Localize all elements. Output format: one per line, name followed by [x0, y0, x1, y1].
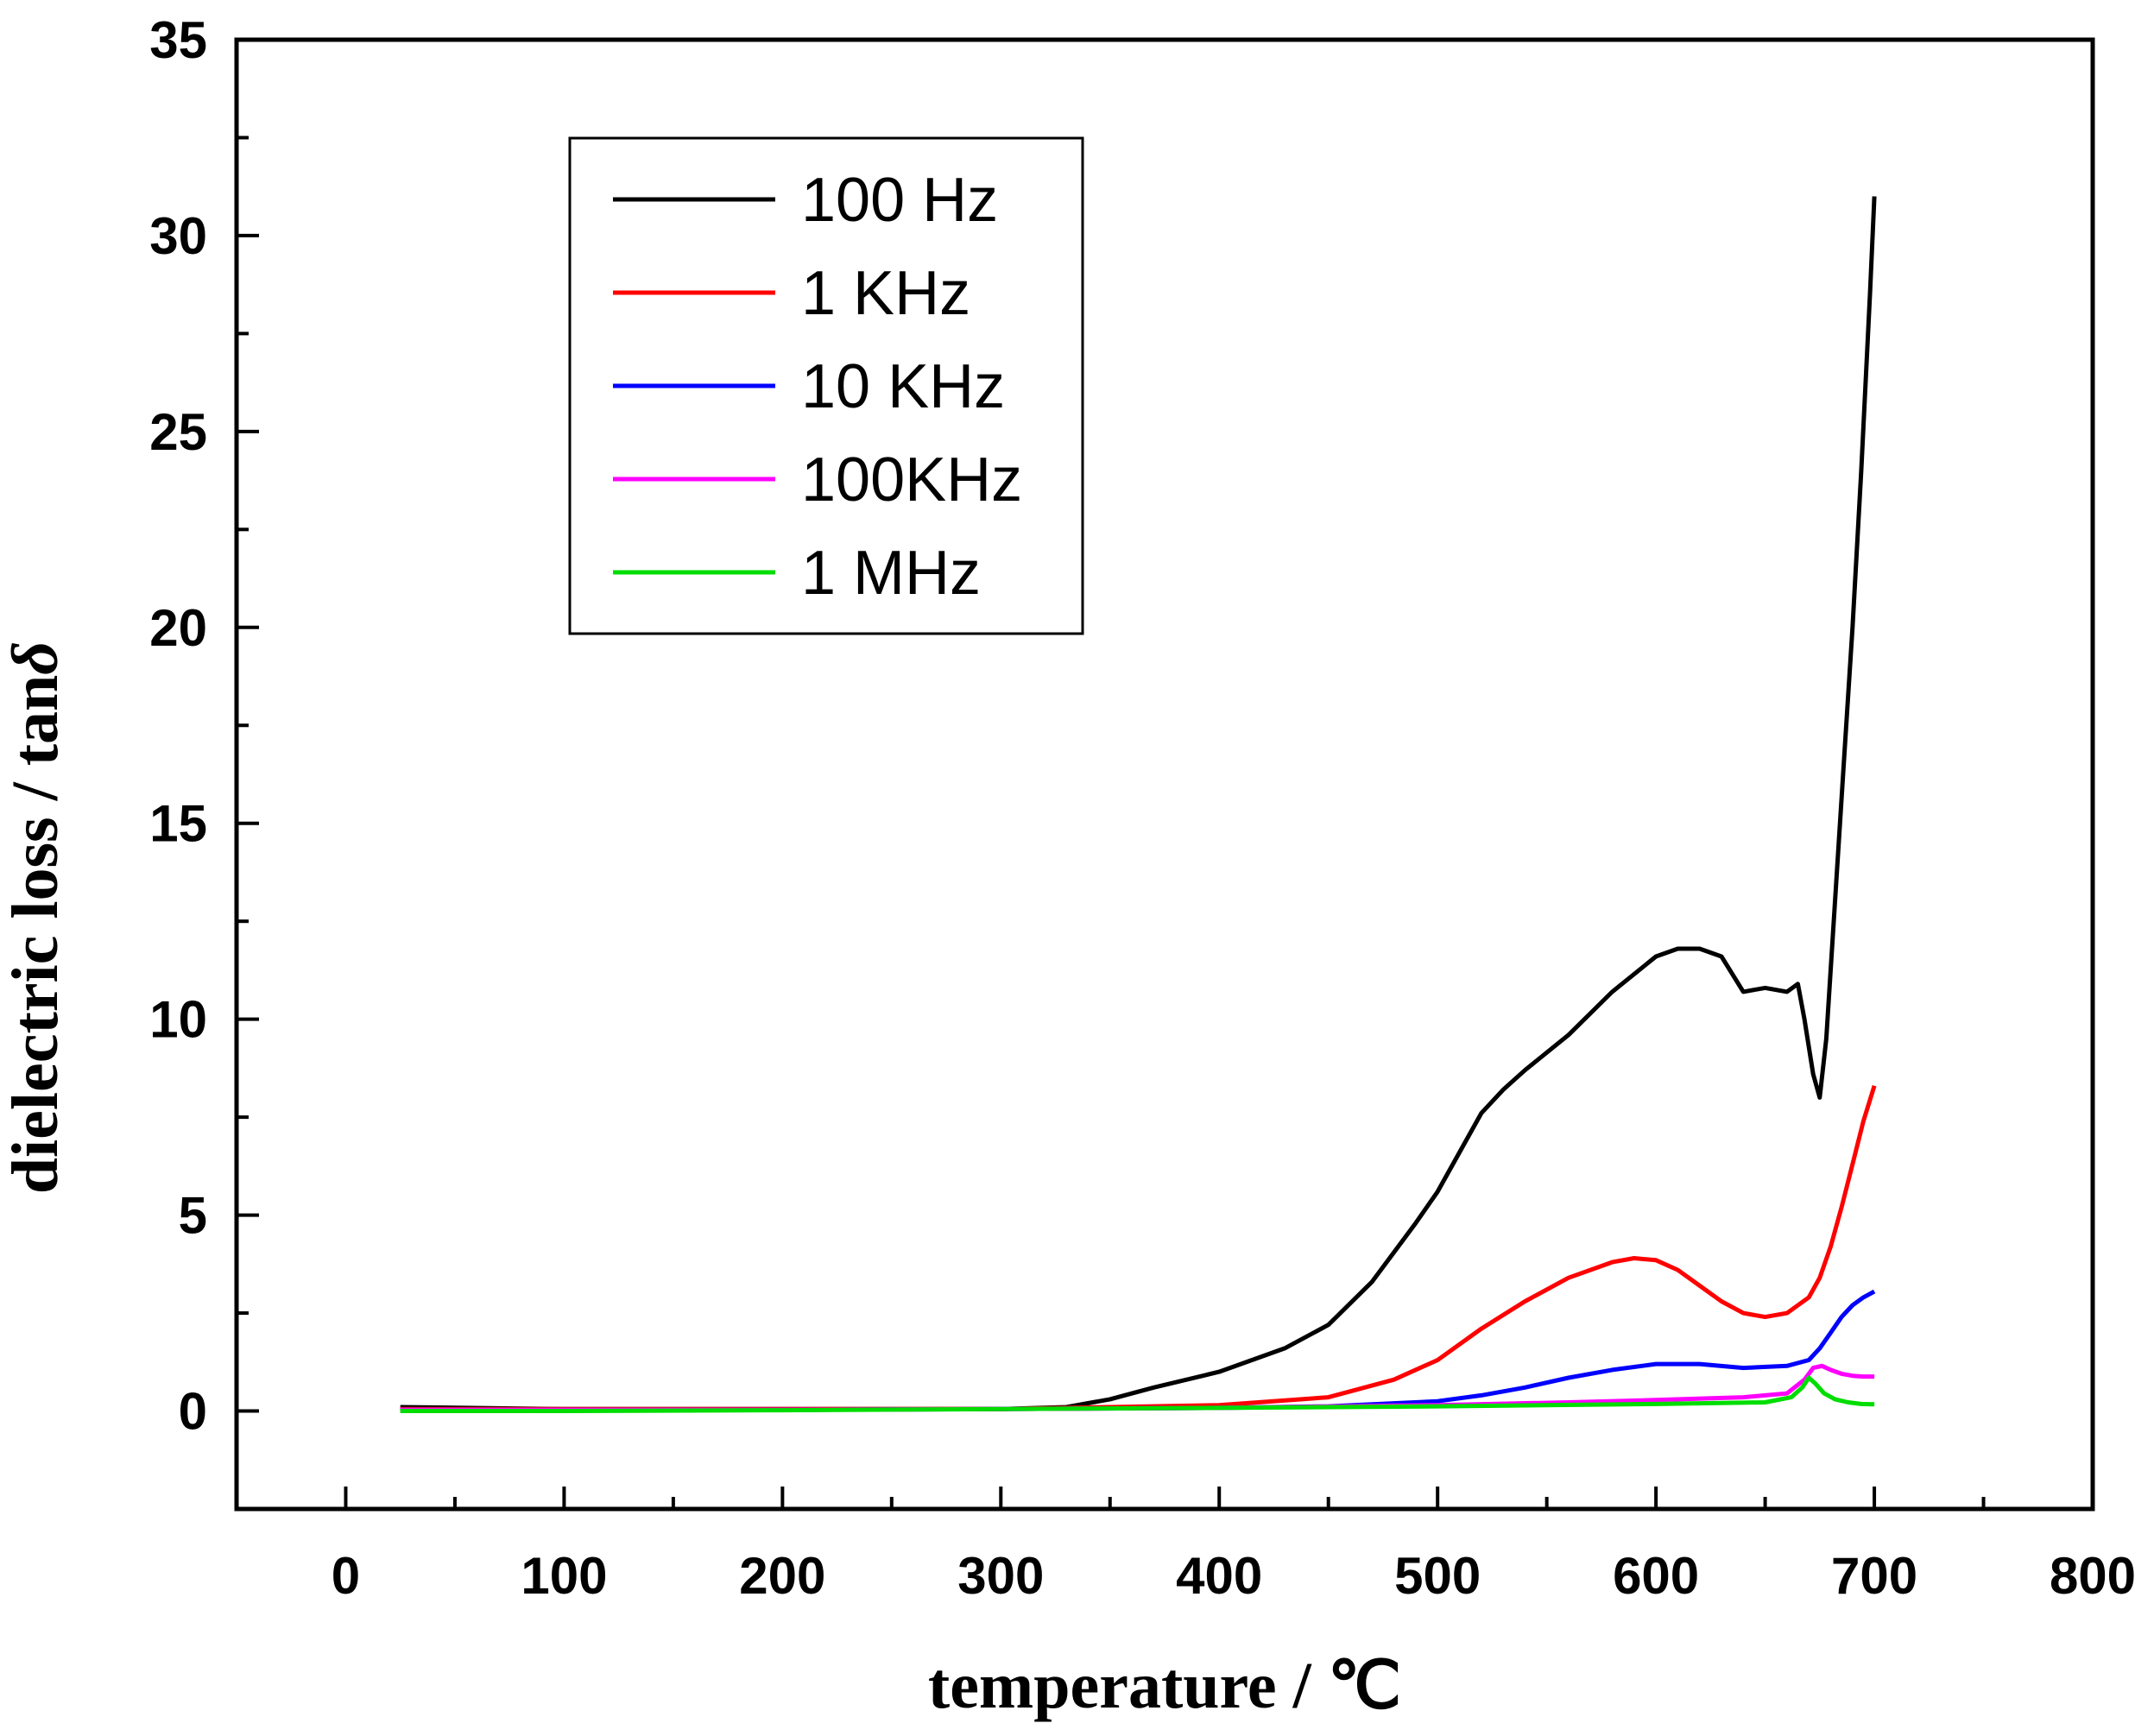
y-tick-label: 15 [149, 795, 207, 853]
x-tick-label: 600 [1613, 1547, 1699, 1605]
x-tick-label: 800 [2050, 1547, 2136, 1605]
x-tick-label: 500 [1394, 1547, 1481, 1605]
x-axis-title: temperature / ℃ [928, 1650, 1401, 1722]
y-axis-title-symbol: δ [0, 641, 72, 675]
x-tick-label: 200 [739, 1547, 825, 1605]
plot-frame [234, 37, 2095, 1512]
legend-label: 100 Hz [801, 166, 998, 235]
y-tick-label: 5 [179, 1187, 207, 1245]
y-axis-title: dielectric loss / tanδ [0, 641, 72, 1194]
legend-label: 1 MHz [801, 539, 981, 608]
series-line-1 [400, 1085, 1877, 1411]
y-tick-label: 20 [149, 599, 207, 657]
axis-ticks: 0 100 200 300 400 500 600 700 800 0 5 10 15 20 25 30 35 [149, 11, 2136, 1605]
series-line-4 [400, 1375, 1875, 1413]
series-line-0 [400, 196, 1877, 1411]
x-tick-label: 100 [521, 1547, 607, 1605]
y-tick-label: 25 [149, 403, 207, 461]
y-axis-title-text: dielectric loss / tan [0, 675, 72, 1195]
series-lines [400, 196, 1877, 1413]
x-tick-label: 400 [1176, 1547, 1262, 1605]
y-tick-label: 0 [179, 1383, 207, 1441]
x-tick-label: 0 [332, 1547, 360, 1605]
y-tick-label: 30 [149, 207, 207, 265]
x-tick-label: 700 [1831, 1547, 1917, 1605]
legend-label: 100KHz [801, 445, 1022, 514]
legend-label: 1 KHz [801, 259, 970, 328]
legend: 100 Hz 1 KHz 10 KHz 100KHz 1 MHz [568, 136, 1084, 635]
legend-label: 10 KHz [801, 352, 1005, 421]
x-tick-label: 300 [957, 1547, 1044, 1605]
y-tick-label: 10 [149, 991, 207, 1049]
y-tick-label: 35 [149, 11, 207, 69]
